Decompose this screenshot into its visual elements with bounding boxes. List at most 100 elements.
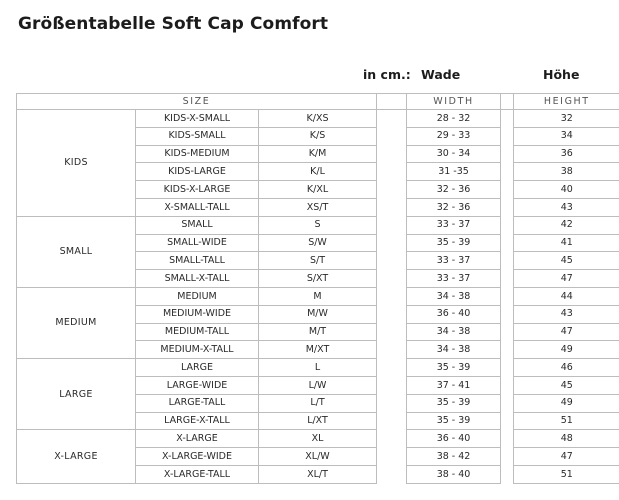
height-cell: 32: [513, 109, 619, 128]
height-cell: 40: [513, 180, 619, 199]
width-cell: 32 - 36: [406, 180, 502, 199]
height-cell: 43: [513, 197, 619, 217]
height-cell: 51: [513, 411, 619, 431]
size-code-cell: XL/W: [257, 447, 378, 466]
size-group-label: X-LARGE: [16, 429, 136, 484]
gap-cell: [500, 251, 515, 270]
width-cell: 34 - 38: [406, 340, 502, 360]
size-code-cell: M/T: [257, 322, 378, 342]
table-row: X-LARGE X-LARGE XL 36 - 40 48: [16, 429, 619, 484]
size-code-cell: S/T: [257, 251, 378, 271]
gap-cell: [376, 162, 408, 181]
size-name-cell: KIDS-X-LARGE: [135, 180, 259, 199]
height-cell: 47: [513, 269, 619, 288]
size-name-cell: MEDIUM: [135, 286, 259, 306]
size-group-label: MEDIUM: [16, 286, 136, 360]
size-name-cell: KIDS-SMALL: [135, 126, 259, 146]
gap-cell: [500, 287, 515, 306]
height-cell: 38: [513, 162, 619, 182]
gap-cell: [500, 358, 515, 377]
width-cell: 35 - 39: [406, 411, 502, 431]
height-cell: 51: [513, 464, 619, 484]
size-code-cell: K/XS: [257, 109, 378, 128]
size-name-cell: LARGE: [135, 358, 259, 377]
header-gap: [500, 93, 515, 110]
height-cell: 46: [513, 358, 619, 377]
gap-cell: [500, 323, 515, 341]
gap-cell: [376, 376, 408, 395]
table-row: SMALL-X-TALL S/XT 33 - 37 47: [17, 269, 619, 288]
width-cell: 28 - 32: [406, 109, 502, 128]
gap-cell: [500, 234, 515, 252]
gap-cell: [376, 465, 408, 484]
header-gap: [376, 93, 408, 110]
width-cell: 38 - 40: [406, 464, 502, 484]
gap-cell: [500, 376, 515, 395]
size-name-cell: SMALL-X-TALL: [135, 269, 259, 288]
gap-cell: [376, 287, 408, 306]
size-name-cell: KIDS-MEDIUM: [135, 144, 259, 164]
width-cell: 35 - 39: [406, 393, 502, 413]
size-name-cell: KIDS-LARGE: [135, 162, 259, 182]
size-name-cell: MEDIUM-TALL: [135, 322, 259, 342]
size-name-cell: LARGE-X-TALL: [135, 411, 259, 431]
width-header: WIDTH: [406, 93, 502, 110]
size-name-cell: MEDIUM-WIDE: [135, 304, 259, 324]
height-cell: 41: [513, 233, 619, 253]
width-cell: 33 - 37: [406, 215, 502, 235]
gap-cell: [500, 216, 515, 235]
gap-cell: [500, 198, 515, 217]
size-name-cell: SMALL-TALL: [135, 251, 259, 271]
size-code-cell: L/T: [257, 393, 378, 413]
table-row: X-LARGE-WIDE XL/W 38 - 42 47: [17, 447, 619, 466]
table-row: LARGE LARGE L 35 - 39 46: [16, 358, 619, 431]
size-code-cell: XS/T: [257, 197, 378, 217]
height-cell: 44: [513, 286, 619, 306]
size-group-label: LARGE: [16, 358, 136, 431]
gap-cell: [376, 216, 408, 235]
size-name-cell: KIDS-X-SMALL: [135, 109, 259, 128]
size-name-cell: X-SMALL-TALL: [135, 197, 259, 217]
table-row: LARGE-X-TALL L/XT 35 - 39 51: [17, 411, 619, 431]
width-cell: 31 -35: [406, 162, 502, 182]
size-name-cell: X-LARGE-WIDE: [135, 447, 259, 466]
size-code-cell: K/L: [257, 162, 378, 182]
gap-cell: [376, 269, 408, 288]
gap-cell: [376, 394, 408, 413]
height-cell: 49: [513, 340, 619, 360]
height-cell: 47: [513, 447, 619, 466]
width-cell: 33 - 37: [406, 269, 502, 288]
gap-cell: [376, 358, 408, 377]
table-row: X-LARGE-TALL XL/T 38 - 40 51: [17, 464, 619, 484]
width-cell: 35 - 39: [406, 233, 502, 253]
size-code-cell: S/XT: [257, 269, 378, 288]
size-header: SIZE: [15, 93, 378, 110]
height-cell: 34: [513, 126, 619, 146]
size-code-cell: K/M: [257, 144, 378, 164]
gap-cell: [376, 305, 408, 324]
size-code-cell: M: [257, 286, 378, 306]
size-code-cell: L/XT: [257, 411, 378, 431]
header-row: SIZE WIDTH HEIGHT: [15, 93, 619, 110]
size-name-cell: SMALL: [135, 215, 259, 235]
gap-cell: [500, 269, 515, 288]
gap-cell: [376, 180, 408, 199]
gap-cell: [500, 394, 515, 413]
height-cell: 42: [513, 215, 619, 235]
width-cell: 29 - 33: [406, 126, 502, 146]
gap-cell: [500, 127, 515, 146]
gap-cell: [500, 180, 515, 199]
gap-cell: [500, 305, 515, 324]
height-cell: 45: [513, 375, 619, 395]
width-cell: 35 - 39: [406, 358, 502, 377]
hoehe-label: Höhe: [543, 67, 580, 82]
table-row: LARGE-TALL L/T 35 - 39 49: [17, 393, 619, 413]
size-group-label: SMALL: [16, 215, 136, 288]
size-code-cell: S: [257, 215, 378, 235]
page-title: Größentabelle Soft Cap Comfort: [18, 14, 329, 34]
gap-cell: [500, 145, 515, 163]
gap-cell: [500, 429, 515, 448]
width-cell: 37 - 41: [406, 375, 502, 395]
table-row: KIDS-SMALL K/S 29 - 33 34: [17, 126, 619, 146]
size-code-cell: L/W: [257, 375, 378, 395]
